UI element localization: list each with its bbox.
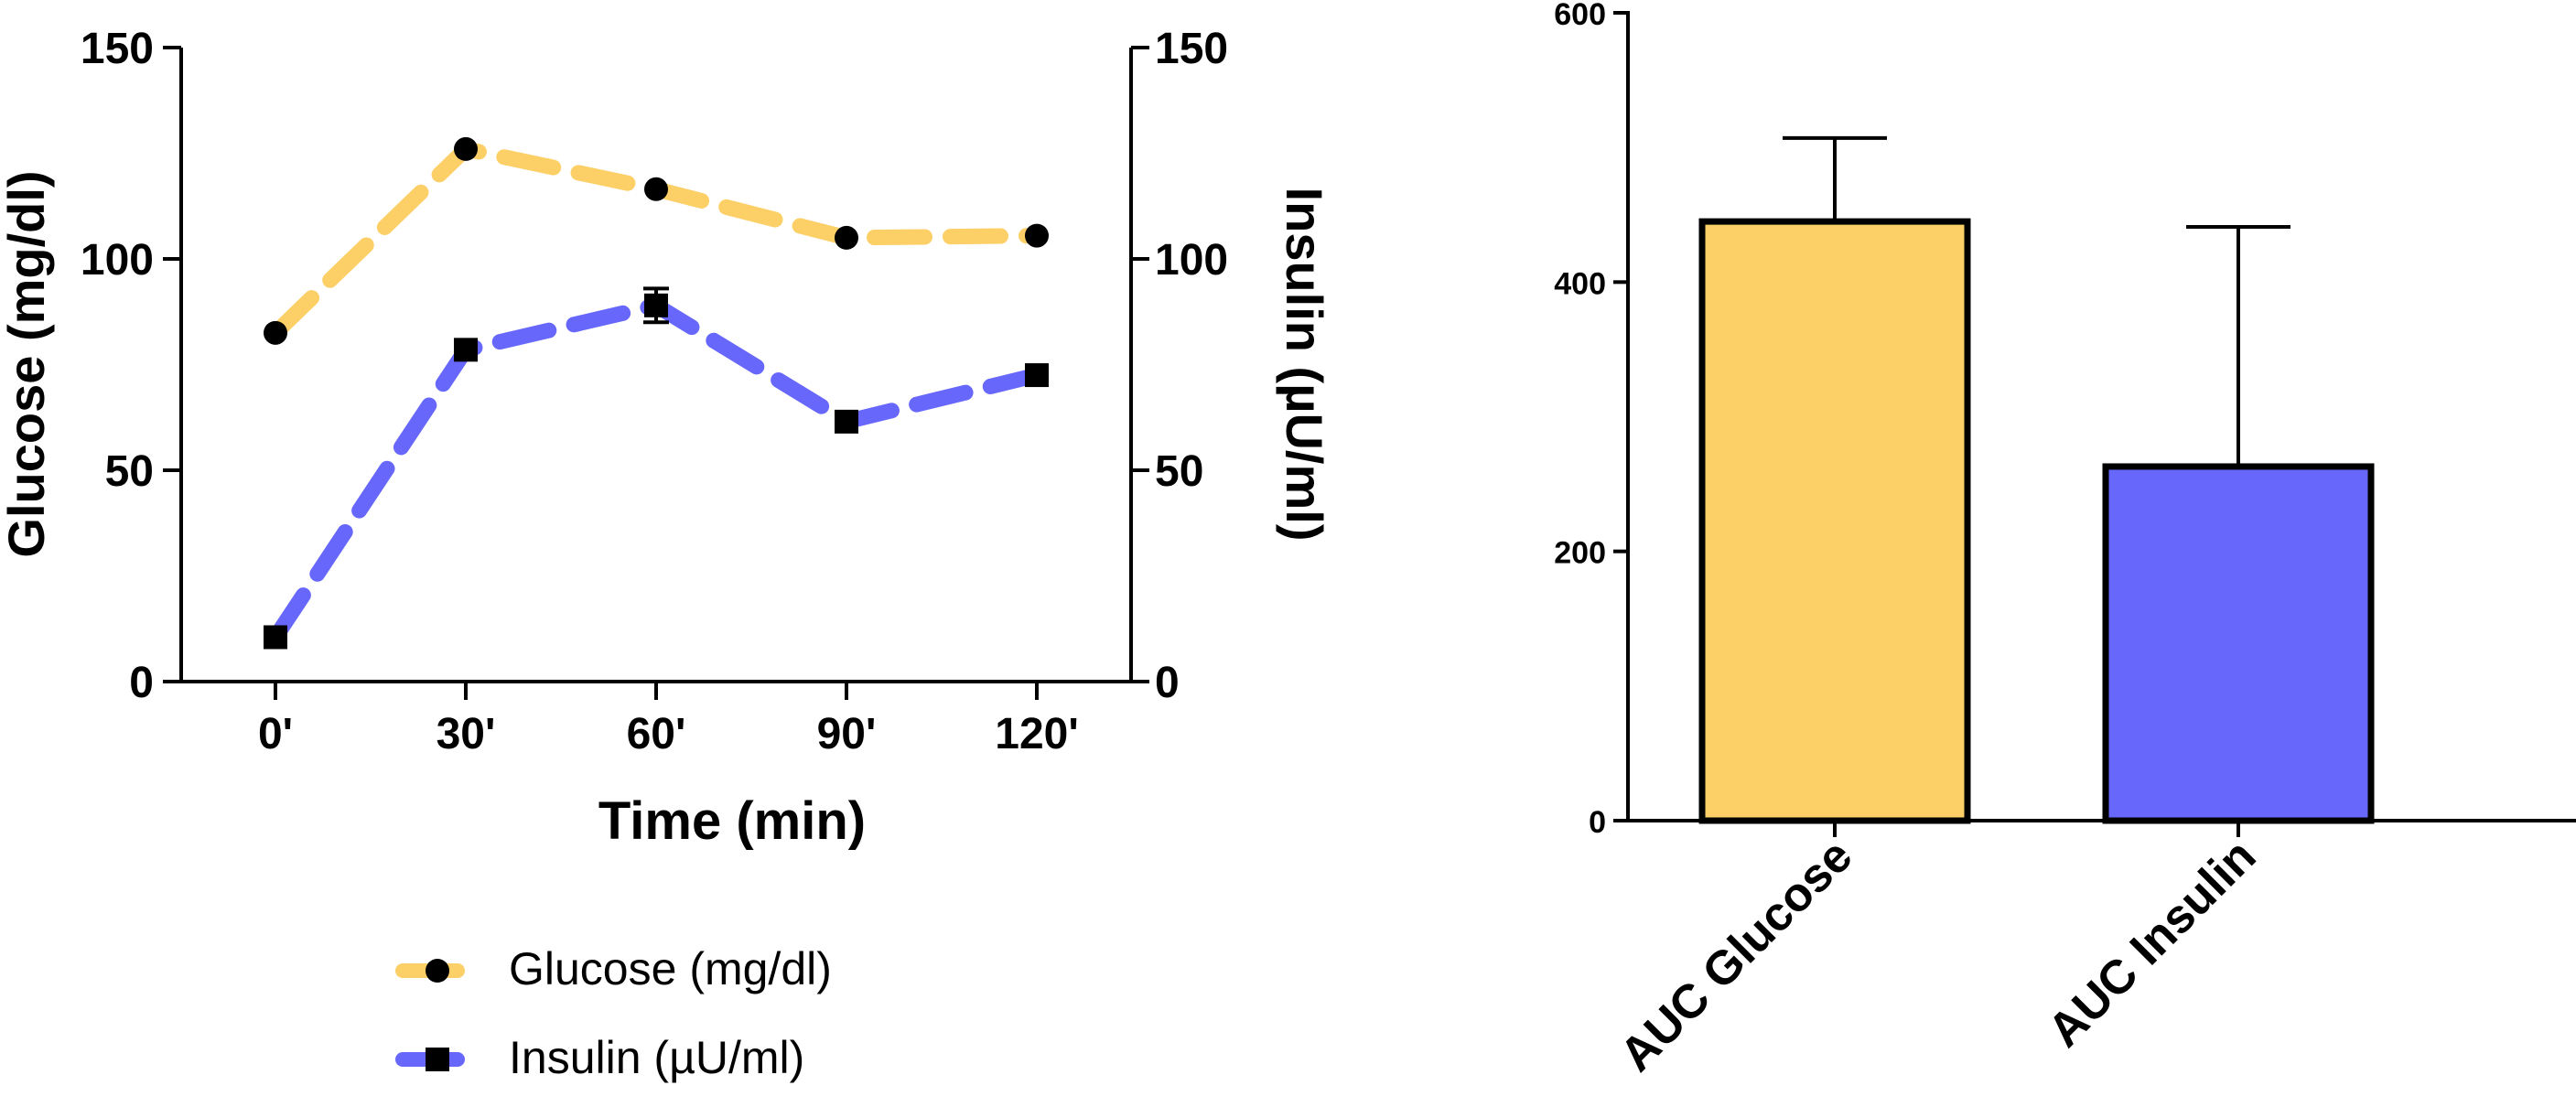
data-point [1025, 223, 1049, 248]
x-tick-label: 0' [258, 710, 293, 758]
bar-y-tick-label: 200 [1554, 536, 1606, 571]
bar-y-tick-label: 400 [1554, 266, 1606, 301]
left-y-tick-label: 0 [129, 659, 154, 707]
x-tick-label: 120' [995, 710, 1079, 758]
line-chart: 0 50 100 150 0 50 100 150 0' 30' 60' 90' 120' Time… [0, 25, 1333, 851]
right-y-tick-label: 150 [1155, 25, 1228, 73]
data-point [264, 625, 287, 650]
series-line-insulin [267, 297, 1045, 645]
data-point [454, 338, 478, 362]
legend-insulin-marker [426, 1048, 449, 1071]
bar-category-label: AUC Glucose [1611, 829, 1863, 1081]
right-y-tick-label: 100 [1155, 236, 1228, 285]
left-y-tick-label: 150 [81, 25, 154, 73]
legend-item-insulin: Insulin (µU/ml) [395, 1032, 804, 1083]
bar-auc-insulin [2102, 463, 2375, 824]
x-tick-label: 30' [437, 710, 496, 758]
series-layer [264, 136, 1049, 650]
data-point [644, 293, 668, 317]
bar-y-tick-label: 600 [1554, 0, 1606, 32]
right-y-tick-label: 0 [1155, 659, 1180, 707]
data-point [264, 320, 287, 345]
bar-category-label: AUC Insulin [2038, 829, 2266, 1057]
data-point [835, 225, 858, 250]
data-point [644, 177, 668, 201]
x-tick-label: 90' [817, 710, 877, 758]
bar-chart: 0 200 400 600 AUC Glucose AUC Insulin [1554, 0, 2576, 1081]
right-y-ticks: 0 50 100 150 [1131, 25, 1228, 707]
bar-auc-glucose [1698, 218, 1971, 824]
left-y-axis-title: Glucose (mg/dl) [0, 170, 55, 557]
bar-layer: AUC Glucose AUC Insulin [1611, 135, 2375, 1081]
left-y-tick-label: 100 [81, 236, 154, 285]
bar-y-ticks: 0 200 400 600 [1554, 0, 1628, 840]
legend-insulin-label: Insulin (µU/ml) [509, 1032, 804, 1083]
x-axis-title: Time (min) [598, 791, 866, 851]
legend-glucose-label: Glucose (mg/dl) [509, 943, 832, 994]
data-point [454, 136, 478, 161]
left-y-ticks: 0 50 100 150 [81, 25, 181, 707]
x-ticks: 0' 30' 60' 90' 120' [258, 682, 1079, 758]
legend-glucose-marker [426, 959, 449, 983]
right-y-axis-title: Insulin (µU/ml) [1276, 188, 1333, 542]
x-tick-label: 60' [627, 710, 686, 758]
right-y-tick-label: 50 [1155, 447, 1203, 496]
left-y-tick-label: 50 [105, 447, 154, 496]
data-point [835, 409, 858, 434]
legend-item-glucose: Glucose (mg/dl) [395, 943, 832, 994]
data-point [1025, 363, 1049, 388]
legend: Glucose (mg/dl) Insulin (µU/ml) [395, 943, 832, 1083]
bar-y-tick-label: 0 [1589, 805, 1606, 840]
